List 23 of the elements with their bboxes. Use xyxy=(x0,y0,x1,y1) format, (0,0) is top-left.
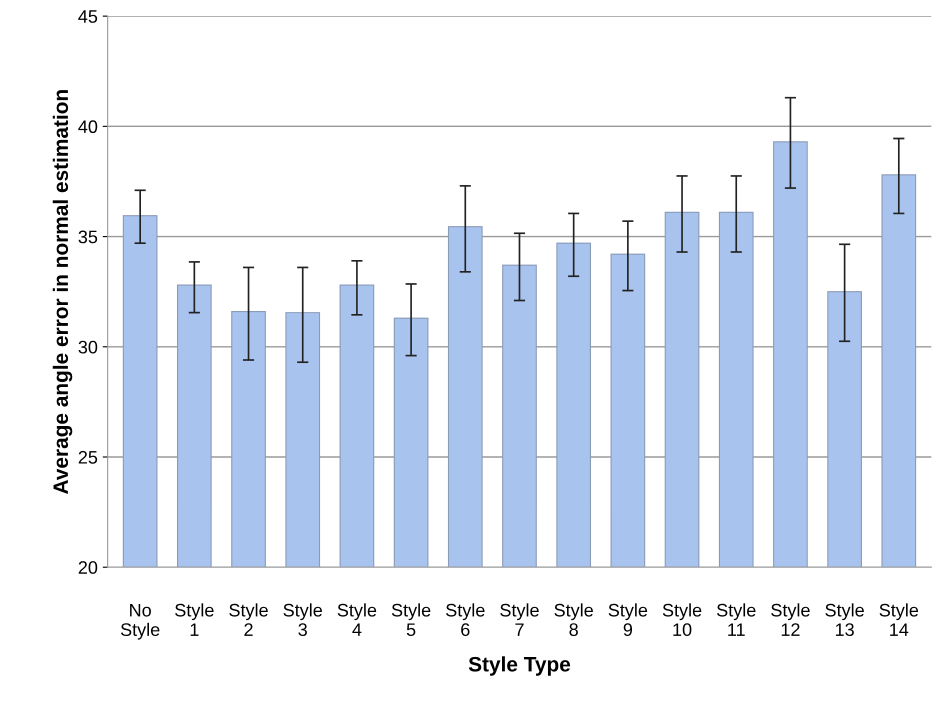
x-tick-label: Style 13 xyxy=(825,603,864,636)
x-tick-label: Style 8 xyxy=(554,603,593,636)
x-tick-label: Style 1 xyxy=(175,603,214,636)
x-axis-title: Style Type xyxy=(468,656,570,676)
y-tick-label: 25 xyxy=(78,450,98,464)
y-tick-label: 45 xyxy=(78,10,98,23)
y-tick-label: 20 xyxy=(78,561,98,574)
x-tick-label: Style 3 xyxy=(283,603,322,636)
x-tick-label: Style 12 xyxy=(771,603,810,636)
y-tick-label: 30 xyxy=(78,340,98,354)
y-tick-label: 35 xyxy=(78,230,98,244)
x-tick-label: Style 11 xyxy=(716,603,756,636)
x-tick-label: Style 10 xyxy=(662,603,702,636)
x-tick-label: Style 2 xyxy=(229,603,268,636)
y-tick-label: 40 xyxy=(78,120,98,134)
x-tick-label: Style 9 xyxy=(608,603,648,636)
x-tick-label: Style 7 xyxy=(500,603,539,636)
y-axis-title: Average angle error in normal estimation xyxy=(52,90,72,494)
x-tick-label: Style 4 xyxy=(338,603,376,636)
x-tick-label: Style 6 xyxy=(446,603,485,636)
x-tick-label: No Style xyxy=(120,604,160,640)
x-tick-label: Style 14 xyxy=(880,603,918,636)
x-tick-label: Style 5 xyxy=(392,603,430,636)
